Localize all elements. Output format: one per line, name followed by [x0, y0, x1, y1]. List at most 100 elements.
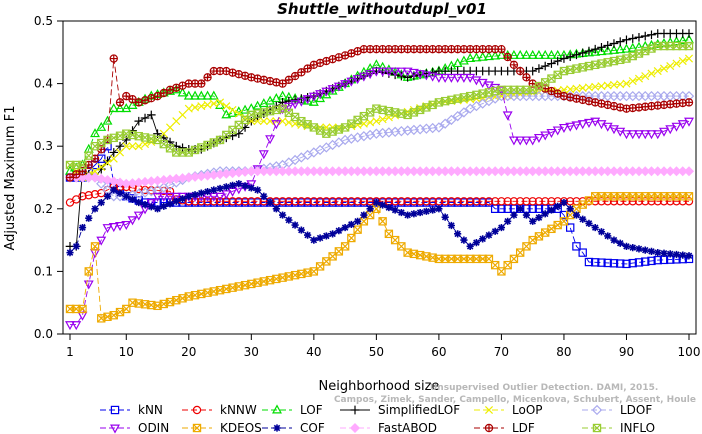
- series-knnw: [65, 182, 694, 207]
- point-odin-79: [552, 126, 563, 136]
- point-odin-67: [477, 78, 488, 88]
- point-cof-98: [672, 250, 681, 259]
- point-odin-41: [315, 90, 326, 100]
- point-loop-92: [634, 74, 644, 83]
- point-odin-77: [540, 131, 551, 141]
- point-odin-17: [165, 192, 176, 202]
- point-odin-36: [283, 102, 294, 112]
- point-odin-25: [215, 192, 226, 202]
- point-loop-100: [684, 54, 694, 63]
- point-odin-39: [302, 95, 313, 105]
- point-cof-23: [203, 187, 212, 196]
- point-lof-65: [465, 52, 476, 63]
- legend-marker-ldof: [591, 404, 603, 416]
- point-cof-20: [185, 192, 193, 200]
- point-lof-74: [521, 49, 532, 59]
- point-odin-9: [115, 222, 125, 232]
- point-loop-23: [203, 100, 212, 109]
- point-cof-5: [91, 205, 99, 213]
- point-odin-46: [346, 77, 357, 87]
- point-cof-16: [160, 202, 168, 210]
- point-lof-26: [221, 109, 232, 119]
- point-odin-86: [596, 120, 607, 130]
- point-loop-50: [372, 117, 381, 126]
- point-lof-64: [458, 55, 469, 65]
- point-loop-32: [259, 117, 268, 126]
- point-knnw-28: [234, 197, 244, 206]
- point-odin-85: [590, 117, 601, 127]
- point-knnw-89: [616, 197, 625, 206]
- point-lof-89: [615, 44, 626, 54]
- point-cof-70: [497, 223, 506, 232]
- point-loop-12: [134, 142, 143, 151]
- point-odin-33: [265, 135, 276, 145]
- x-tick-label-90: 90: [619, 345, 634, 359]
- y-tick-label-0.1: 0.1: [34, 264, 53, 278]
- point-loop-90: [622, 79, 631, 88]
- point-cof-41: [316, 234, 324, 242]
- point-knnw-31: [253, 197, 262, 206]
- point-lof-84: [583, 47, 594, 57]
- point-cof-38: [297, 226, 305, 234]
- point-knnw-58: [422, 197, 431, 206]
- point-odin-98: [671, 122, 682, 132]
- point-odin-99: [677, 120, 688, 130]
- x-axis-label: Neighborhood size: [319, 379, 440, 394]
- point-simplifiedlof-86: [597, 42, 606, 52]
- point-lof-35: [277, 90, 288, 100]
- point-loop-96: [659, 64, 669, 73]
- point-ldf-72: [509, 60, 519, 70]
- point-cof-62: [447, 221, 456, 230]
- point-odin-84: [583, 118, 594, 128]
- point-knnw-62: [447, 197, 456, 206]
- x-tick-label-60: 60: [431, 345, 446, 359]
- point-odin-59: [427, 72, 438, 82]
- point-odin-82: [571, 121, 582, 131]
- point-knnw-4: [84, 191, 93, 200]
- point-odin-66: [471, 76, 482, 86]
- point-odin-64: [458, 73, 469, 83]
- point-odin-8: [108, 223, 119, 233]
- point-cof-40: [310, 236, 318, 244]
- point-odin-95: [652, 130, 663, 140]
- point-loop-51: [378, 115, 387, 124]
- point-knnw-69: [490, 197, 500, 206]
- plot-frame: [62, 20, 697, 335]
- legend-label-ldf: LDF: [512, 421, 535, 434]
- point-lof-66: [471, 52, 482, 62]
- point-odin-88: [608, 125, 619, 135]
- point-cof-45: [341, 223, 349, 232]
- point-knn-83: [578, 248, 587, 257]
- point-lof-29: [240, 104, 251, 114]
- point-knnw-85: [591, 197, 600, 206]
- point-loop-17: [166, 123, 175, 132]
- point-knn-91: [628, 258, 637, 268]
- point-odin-6: [96, 236, 107, 246]
- legend-marker-lof: [272, 404, 282, 414]
- point-inflo-100: [684, 41, 694, 51]
- y-tick-label-0.3: 0.3: [34, 139, 53, 153]
- point-knnw-70: [497, 197, 506, 206]
- point-cof-7: [103, 192, 112, 200]
- point-cof-30: [247, 184, 255, 192]
- point-lof-32: [258, 98, 269, 108]
- point-odin-78: [546, 128, 557, 138]
- point-knn-86: [597, 258, 606, 267]
- point-lof-7: [102, 115, 113, 125]
- point-knnw-87: [603, 197, 612, 206]
- point-lof-75: [527, 49, 538, 59]
- point-lof-86: [596, 46, 607, 56]
- point-loop-26: [222, 102, 231, 111]
- point-lof-23: [202, 90, 213, 100]
- point-lof-73: [515, 49, 526, 59]
- point-cof-65: [466, 242, 474, 250]
- point-knnw-68: [484, 197, 494, 206]
- point-lof-33: [265, 95, 276, 105]
- legend-marker-simplifiedlof: [350, 405, 360, 415]
- point-loop-93: [641, 72, 650, 81]
- point-cof-34: [272, 205, 280, 213]
- point-odin-37: [290, 100, 301, 110]
- series-inflo: [65, 41, 694, 170]
- point-cof-95: [654, 249, 662, 257]
